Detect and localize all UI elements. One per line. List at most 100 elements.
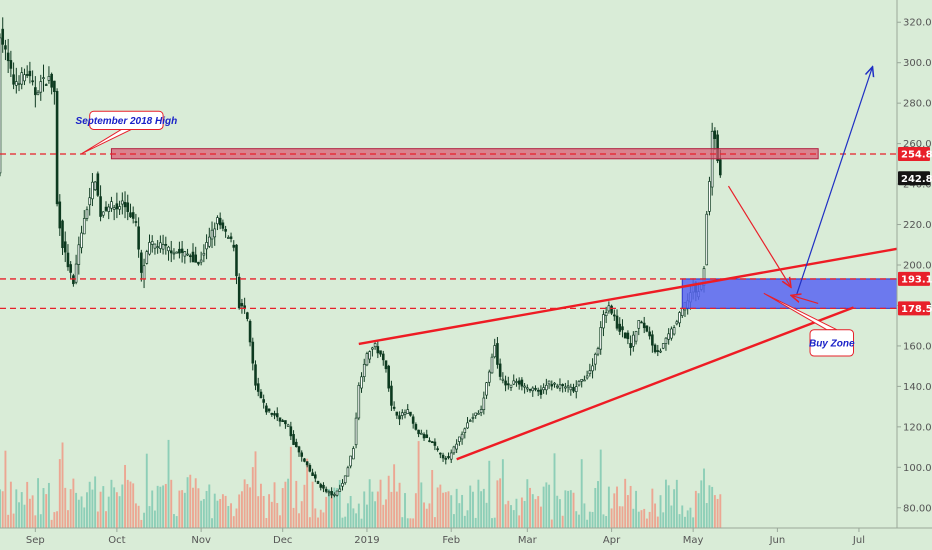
volume-bar <box>216 500 219 528</box>
candle-down <box>621 326 624 331</box>
arrows <box>727 67 872 305</box>
volume-bar <box>485 502 488 528</box>
candle-up <box>335 490 339 496</box>
volume-bar <box>366 504 368 528</box>
candle-up <box>156 246 159 248</box>
volume-bar <box>270 501 273 528</box>
candle-up <box>680 308 684 317</box>
volume-bar <box>129 481 132 528</box>
candle-down <box>409 411 412 416</box>
volume-bar <box>520 497 523 528</box>
volume-bar <box>77 499 80 528</box>
candle-down <box>96 173 100 196</box>
volume-bar <box>50 519 53 528</box>
volume-bar <box>311 481 314 528</box>
candle-up <box>20 72 24 85</box>
candle-up <box>449 452 453 460</box>
candle-up <box>471 416 475 419</box>
volume-bar <box>314 508 317 528</box>
volume-bar <box>713 495 716 528</box>
volume-bar <box>344 516 347 528</box>
candle-up <box>591 365 594 372</box>
volume-bar <box>531 494 534 528</box>
candle-up <box>286 424 290 427</box>
candle-down <box>504 380 507 386</box>
candle-up <box>672 327 676 335</box>
candle-down <box>131 212 135 219</box>
candle-down <box>436 448 439 451</box>
volume-bar <box>659 495 662 528</box>
candle-down <box>169 250 173 254</box>
volume-bar <box>178 490 181 528</box>
candle-down <box>251 341 255 364</box>
volume-bar <box>96 511 99 528</box>
candle-up <box>558 384 562 389</box>
candle-up <box>142 265 146 280</box>
volume-bar <box>491 518 493 528</box>
candle-down <box>194 254 198 263</box>
volume-bar <box>67 510 69 528</box>
candle-down <box>221 222 225 229</box>
volume-bar <box>298 513 300 528</box>
volume-bar <box>37 478 40 528</box>
candle-down <box>618 323 622 332</box>
volume-bar <box>591 511 594 528</box>
candle-up <box>186 253 189 256</box>
volume-bar <box>637 511 640 528</box>
volume-bar <box>202 499 205 528</box>
volume-bar <box>376 491 379 528</box>
volume-bar <box>251 467 254 528</box>
volume-bar <box>360 518 363 528</box>
volume-bar <box>110 479 113 528</box>
x-tick-label: Sep <box>26 535 45 546</box>
volume-bar <box>197 488 200 528</box>
candle-down <box>104 206 108 211</box>
candle-up <box>88 197 92 206</box>
volume-bar <box>499 478 502 528</box>
trendlines-and-levels <box>0 153 898 461</box>
volume-bar <box>583 503 586 528</box>
volume-bar <box>404 493 406 528</box>
candle-up <box>343 475 347 484</box>
candle-up <box>161 244 165 250</box>
candle-up <box>112 207 116 210</box>
candle-down <box>53 80 56 93</box>
volume-bar <box>463 515 466 528</box>
volume-bar <box>213 493 216 528</box>
candle-down <box>613 314 616 317</box>
buy-zone-pointer <box>791 295 819 305</box>
candle-up <box>705 213 709 266</box>
candle-down <box>99 196 102 217</box>
volume-bar <box>466 510 469 528</box>
candle-down <box>534 387 537 390</box>
candle-up <box>599 327 603 350</box>
volume-bar <box>224 495 227 528</box>
volume-bar <box>327 488 330 528</box>
y-tick-label: 100.00 <box>903 463 932 474</box>
candle-down <box>254 364 257 386</box>
x-tick-label: Oct <box>108 535 125 546</box>
x-tick-label: Jul <box>852 535 865 546</box>
volume-bar <box>292 507 295 528</box>
candle-down <box>178 248 181 254</box>
volume-bar <box>273 482 276 528</box>
candle-down <box>520 379 524 387</box>
candle-down <box>246 312 249 319</box>
volume-bar <box>452 514 455 528</box>
candle-up <box>148 242 151 255</box>
volume-bar <box>254 451 257 528</box>
volume-bar <box>75 492 78 528</box>
volume-bar <box>684 516 686 528</box>
volume-bar <box>265 518 268 528</box>
annotations: September 2018 High Buy Zone <box>76 110 855 357</box>
level-tag <box>898 147 930 162</box>
candle-up <box>23 74 26 82</box>
candle-down <box>379 350 382 355</box>
level-tag <box>898 271 930 286</box>
volume-bar <box>444 492 447 528</box>
candle-up <box>365 353 369 366</box>
volume-bar <box>618 506 621 528</box>
volume-bar <box>86 492 88 528</box>
